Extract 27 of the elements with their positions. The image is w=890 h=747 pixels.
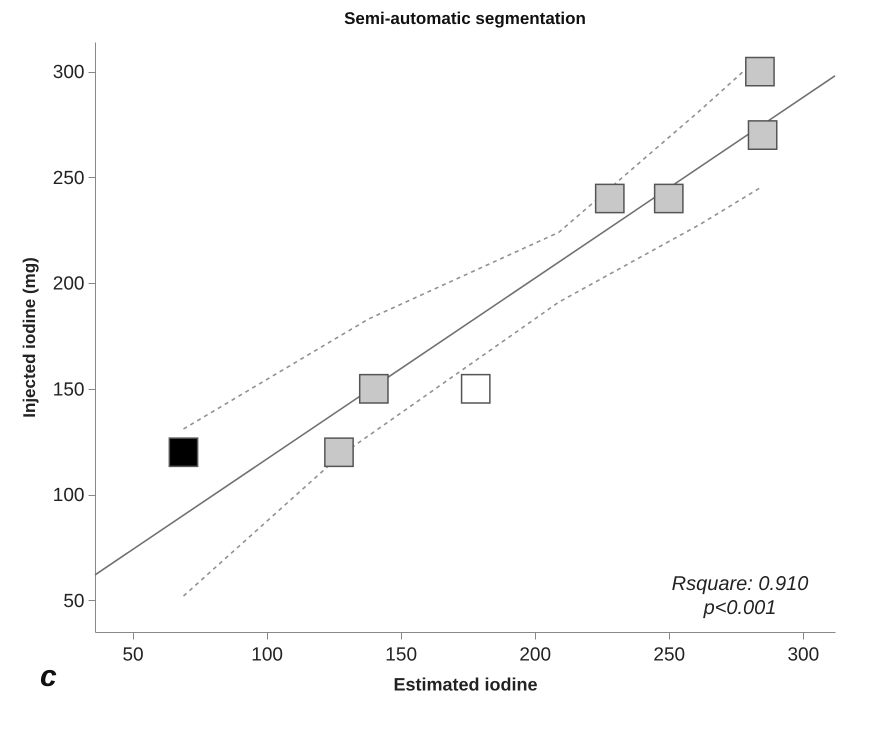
line-series [182, 187, 761, 597]
annotation: Rsquare: 0.910 [672, 573, 808, 595]
point [168, 437, 198, 468]
point [324, 437, 354, 468]
point [748, 120, 778, 150]
x-tick-label: 100 [251, 644, 283, 666]
point [654, 184, 684, 214]
y-tick-label: 300 [52, 62, 84, 84]
y-tick-label: 250 [52, 168, 84, 189]
y-axis-title: Injected iodine (mg) [20, 257, 39, 418]
point [460, 374, 491, 404]
y-tick-label: 100 [52, 485, 84, 506]
x-tick-label: 200 [519, 644, 552, 666]
annotation: p<0.001 [702, 597, 776, 619]
x-axis-title: Estimated iodine [393, 674, 538, 694]
chart-title: Semi-automatic segmentation [344, 9, 586, 28]
x-tick-label: 300 [787, 644, 820, 666]
point [358, 374, 389, 404]
y-tick-label: 50 [63, 590, 84, 612]
x-tick-label: 250 [653, 644, 686, 666]
text: c [40, 660, 57, 693]
point [745, 56, 775, 86]
x-tick-label: 150 [385, 644, 418, 666]
x-tick-label: 50 [122, 644, 144, 666]
point [594, 184, 625, 214]
y-tick-label: 200 [52, 274, 84, 295]
y-tick-label: 150 [52, 379, 84, 400]
